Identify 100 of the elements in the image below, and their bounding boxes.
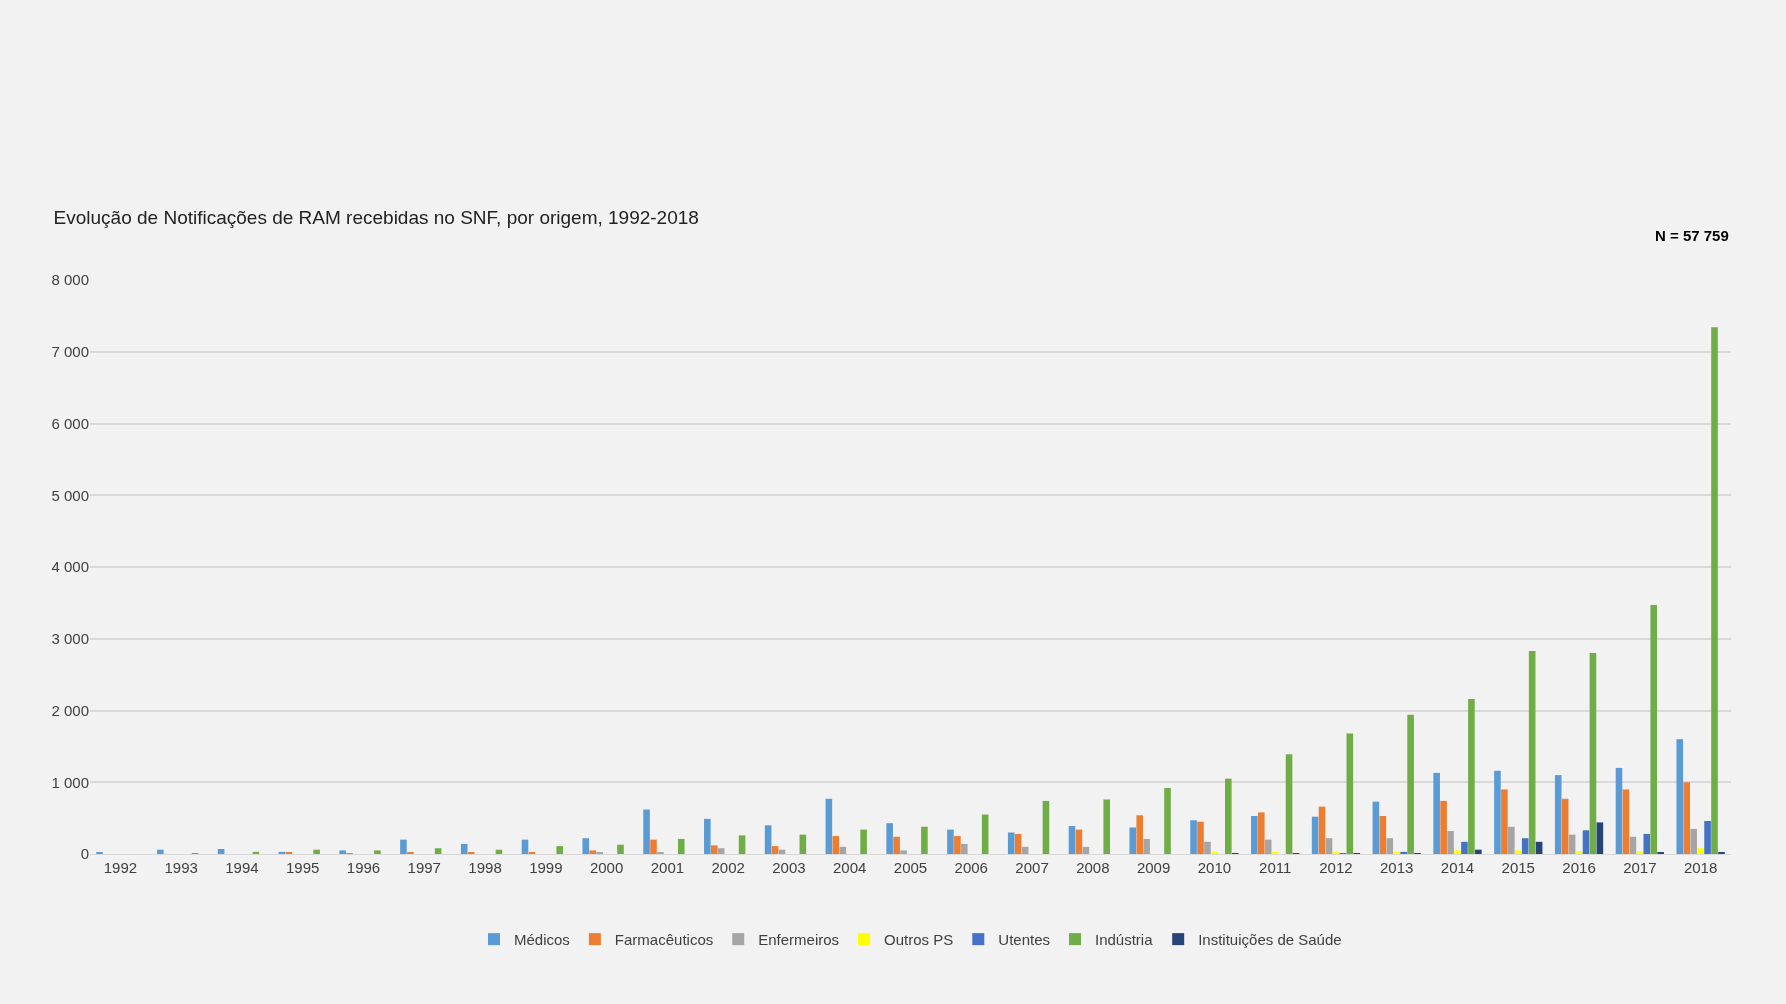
bar xyxy=(1528,650,1536,854)
x-tick-label: 1992 xyxy=(103,859,138,876)
bar xyxy=(1007,832,1015,854)
bar xyxy=(1683,782,1691,854)
x-tick-label: 2018 xyxy=(1683,859,1718,876)
x-tick-label: 2012 xyxy=(1319,859,1353,876)
bar xyxy=(1393,851,1401,854)
bar xyxy=(1211,851,1218,854)
bar xyxy=(434,848,442,854)
y-tick-label: 5 000 xyxy=(51,486,89,504)
bar xyxy=(1325,838,1333,854)
bar xyxy=(677,838,685,854)
x-tick-label: 2017 xyxy=(1623,859,1657,876)
bar xyxy=(1501,789,1508,854)
bar xyxy=(400,839,407,854)
bar xyxy=(1475,849,1482,854)
bar xyxy=(313,849,320,854)
bar xyxy=(886,823,893,854)
bar xyxy=(1129,827,1137,854)
bar xyxy=(1224,778,1232,854)
bar xyxy=(1311,816,1319,854)
bar xyxy=(1461,841,1468,854)
bar xyxy=(217,848,225,854)
bar xyxy=(1204,841,1211,854)
bar xyxy=(954,836,961,854)
x-tick-label: 2004 xyxy=(833,859,867,876)
bar xyxy=(1711,327,1718,854)
bar xyxy=(1136,815,1144,854)
bar xyxy=(1514,850,1522,854)
text: N = 57 759 xyxy=(1655,227,1729,244)
bar xyxy=(1636,851,1644,854)
bar xyxy=(1650,605,1658,854)
bar xyxy=(1596,822,1604,854)
x-tick-label: 2001 xyxy=(650,859,685,876)
bar xyxy=(650,839,657,854)
x-tick-label: 2011 xyxy=(1259,859,1292,876)
bar xyxy=(860,829,867,854)
x-tick-label: 1999 xyxy=(529,859,563,876)
bar xyxy=(1014,833,1022,854)
bar xyxy=(1264,839,1272,854)
bar xyxy=(1454,850,1461,854)
x-tick-label: 2007 xyxy=(1015,859,1049,876)
bar xyxy=(771,846,779,854)
bar xyxy=(1346,733,1354,854)
y-tick-label: 6 000 xyxy=(51,414,89,432)
chart-title: Evolução de Notificações de RAM recebidas no SNF, por origem, 1992-2018 xyxy=(53,207,699,229)
bar xyxy=(1257,812,1265,854)
bar xyxy=(893,836,900,854)
y-tick-label: 0 xyxy=(80,845,89,863)
x-tick-label: 2002 xyxy=(711,859,745,876)
x-tick-label: 2008 xyxy=(1076,859,1110,876)
bar xyxy=(961,843,968,854)
bar xyxy=(374,850,381,854)
x-tick-label: 2009 xyxy=(1136,859,1171,876)
bar xyxy=(1042,800,1050,854)
legend-label: Indústria xyxy=(1095,930,1154,948)
bar xyxy=(1508,826,1515,854)
bar xyxy=(900,850,907,854)
bar xyxy=(710,845,718,854)
x-tick-label: 2013 xyxy=(1380,859,1414,876)
bar xyxy=(947,829,954,854)
bar xyxy=(1197,821,1204,854)
y-tick-label: 2 000 xyxy=(51,701,89,719)
bar xyxy=(1164,787,1171,854)
bar xyxy=(717,848,725,854)
bar xyxy=(1190,820,1197,854)
bar xyxy=(764,825,772,854)
x-tick-label: 1994 xyxy=(225,859,259,876)
legend-label: Farmacêuticos xyxy=(614,930,714,948)
bar xyxy=(339,850,346,854)
bar xyxy=(839,846,847,854)
x-tick-label: 1996 xyxy=(346,859,381,876)
bar xyxy=(1068,826,1076,854)
y-tick-label: 3 000 xyxy=(51,630,89,647)
bar xyxy=(1676,739,1684,854)
bar xyxy=(738,835,746,854)
bar xyxy=(1554,775,1562,854)
bar xyxy=(460,843,468,854)
x-tick-label: 2000 xyxy=(589,859,624,876)
x-tick-label: 2005 xyxy=(893,859,928,876)
bar xyxy=(1643,833,1651,854)
bar xyxy=(1440,800,1447,854)
bar xyxy=(704,818,711,854)
bar xyxy=(1285,754,1293,854)
bar xyxy=(1386,838,1394,854)
legend-label: Médicos xyxy=(514,930,570,948)
y-tick-label: 8 000 xyxy=(51,271,89,289)
legend-label: Enfermeiros xyxy=(758,930,840,948)
bar xyxy=(1521,838,1529,854)
bar xyxy=(1407,714,1414,854)
bar xyxy=(1433,772,1440,854)
bar xyxy=(1143,838,1150,854)
bar xyxy=(1379,815,1387,854)
bar xyxy=(1697,848,1704,854)
bar xyxy=(981,814,989,854)
x-tick-label: 1998 xyxy=(468,859,502,876)
x-tick-label: 2003 xyxy=(772,859,806,876)
bar xyxy=(1103,799,1111,854)
bar xyxy=(1615,767,1623,854)
x-tick-label: 1993 xyxy=(164,859,198,876)
